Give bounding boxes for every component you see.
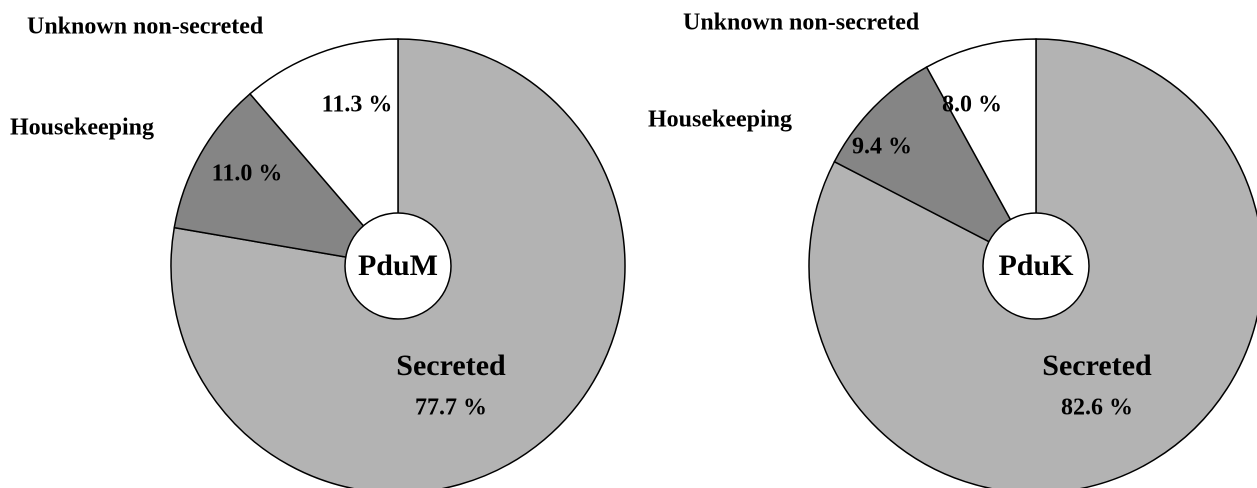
category-label: Housekeeping (648, 107, 792, 133)
pie-slice (833, 66, 1038, 268)
center-hole (982, 212, 1090, 320)
value-label: 11.0 % (212, 161, 283, 187)
category-label: Unknown non-secreted (27, 14, 264, 40)
center-label: PduK (998, 249, 1074, 282)
value-label: 8.0 % (942, 92, 1002, 118)
center-label: PduM (358, 249, 438, 282)
value-label: 77.7 % (415, 395, 487, 421)
pie-slice (173, 92, 400, 268)
center-hole (344, 212, 452, 320)
category-label: Unknown non-secreted (683, 10, 920, 36)
value-label: 11.3 % (322, 92, 393, 118)
category-label: Housekeeping (10, 115, 154, 141)
value-label: 9.4 % (852, 134, 912, 160)
pie-slice (170, 38, 626, 488)
pie-slice (925, 38, 1037, 267)
pie-slice (248, 38, 399, 269)
category-label: Secreted (396, 349, 506, 382)
category-label: Secreted (1042, 349, 1152, 382)
value-label: 82.6 % (1061, 395, 1133, 421)
pie-slice (808, 38, 1257, 488)
